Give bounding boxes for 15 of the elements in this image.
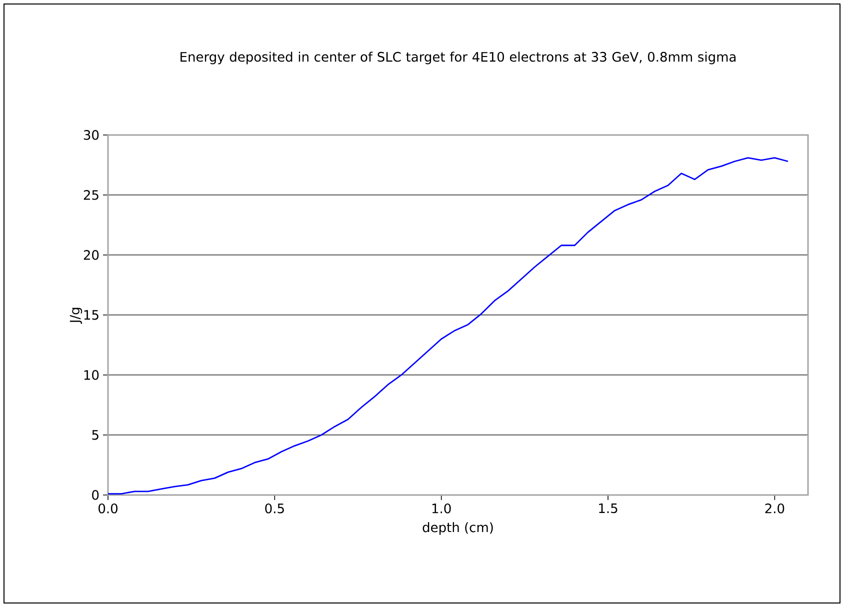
y-tick-label: 10 (84, 370, 99, 380)
x-tick-label: 2.0 (765, 503, 784, 514)
y-tick-label: 5 (92, 430, 98, 440)
y-tick-label: 30 (84, 130, 99, 140)
chart-title: Energy deposited in center of SLC target for 4E10 electrons at 33 GeV, 0.8mm sigma (180, 52, 736, 64)
y-axis-title: J/g (70, 308, 82, 324)
x-tick-label: 0.0 (98, 503, 118, 514)
y-tick-label: 25 (84, 190, 98, 200)
x-tick-label: 1.5 (599, 504, 618, 514)
x-axis-title: depth (cm) (422, 522, 493, 535)
y-tick-label: 20 (84, 250, 99, 260)
y-tick-label: 15 (84, 310, 98, 320)
x-tick-label: 0.5 (265, 503, 284, 514)
y-tick-label: 0 (92, 490, 99, 500)
x-tick-label: 1.0 (432, 503, 451, 514)
